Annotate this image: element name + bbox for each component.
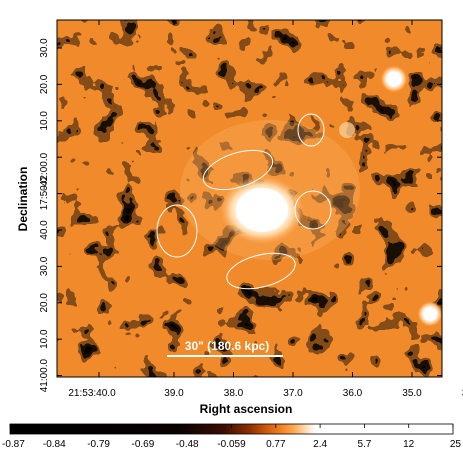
colorbar-ticks: -0.87 -0.84 -0.79 -0.69 -0.48 -0.059 0.77 2.4 5.… bbox=[2, 424, 461, 450]
colorbar-tick-label: 25 bbox=[450, 439, 462, 450]
central-source-core bbox=[236, 188, 288, 232]
x-tick-label: 21:53:40.0 bbox=[68, 388, 116, 399]
colorbar-tick-label: 5.7 bbox=[357, 439, 371, 450]
region-ellipse-south bbox=[226, 252, 296, 290]
region-ellipse-north bbox=[202, 149, 274, 191]
colorbar-tick-label: 2.4 bbox=[313, 439, 327, 450]
x-tick-label: 37.0 bbox=[283, 388, 303, 399]
colorbar-tick-label: -0.48 bbox=[176, 439, 199, 450]
colorbar-tick-label: -0.87 bbox=[2, 439, 25, 450]
colorbar-tick-label: 0.77 bbox=[266, 439, 286, 450]
region-ellipse-northwest bbox=[297, 113, 325, 147]
y-axis-label: Declination bbox=[16, 167, 30, 232]
scale-bar-label: 30" (180.6 kpc) bbox=[185, 339, 269, 353]
y-tick-label: 20.0 bbox=[39, 74, 50, 94]
y-tick-label: 17:50.0 bbox=[39, 176, 50, 210]
colorbar-tick-label: -0.84 bbox=[43, 439, 66, 450]
region-ellipse-west bbox=[294, 190, 332, 230]
plot-frame bbox=[56, 19, 443, 378]
y-tick-label: 30.0 bbox=[39, 38, 50, 58]
x-tick-label: 39.0 bbox=[164, 388, 184, 399]
y-tick-label: 10.0 bbox=[39, 111, 50, 131]
y-tick-label: 40.0 bbox=[39, 220, 50, 240]
cavity-regions bbox=[156, 113, 332, 290]
x-axis-label: Right ascension bbox=[200, 402, 293, 416]
x-tick-label: 34.0 bbox=[462, 388, 463, 399]
x-tick-label: 35.0 bbox=[402, 388, 422, 399]
y-tick-labels: 30.0 20.0 10.0 -42:00.017:50.0 40.0 30.0 20.0 1… bbox=[39, 38, 50, 392]
y-tick-label: 10.0 bbox=[39, 329, 50, 349]
point-source-top-right bbox=[380, 65, 408, 93]
point-source-small bbox=[339, 122, 355, 138]
x-tick-labels: 21:53:40.0 39.0 38.0 37.0 36.0 35.0 34.0 bbox=[68, 388, 463, 399]
colorbar-tick-label: 12 bbox=[403, 439, 415, 450]
y-tick-label: 41:00.0 bbox=[39, 358, 50, 392]
colorbar-tick-label: -0.059 bbox=[217, 439, 246, 450]
y-tick-label: 20.0 bbox=[39, 293, 50, 313]
y-tick-label: -42:00.0 bbox=[39, 152, 50, 189]
axis-ticks bbox=[57, 20, 442, 377]
y-tick-label: 30.0 bbox=[39, 256, 50, 276]
region-ellipse-east bbox=[156, 204, 198, 258]
x-tick-label: 36.0 bbox=[343, 388, 363, 399]
point-source-bottom-right bbox=[417, 301, 442, 327]
colorbar-tick-label: -0.69 bbox=[132, 439, 155, 450]
colorbar-tick-label: -0.79 bbox=[87, 439, 110, 450]
x-tick-label: 38.0 bbox=[224, 388, 244, 399]
sky-image: 30" (180.6 kpc) bbox=[57, 20, 442, 377]
